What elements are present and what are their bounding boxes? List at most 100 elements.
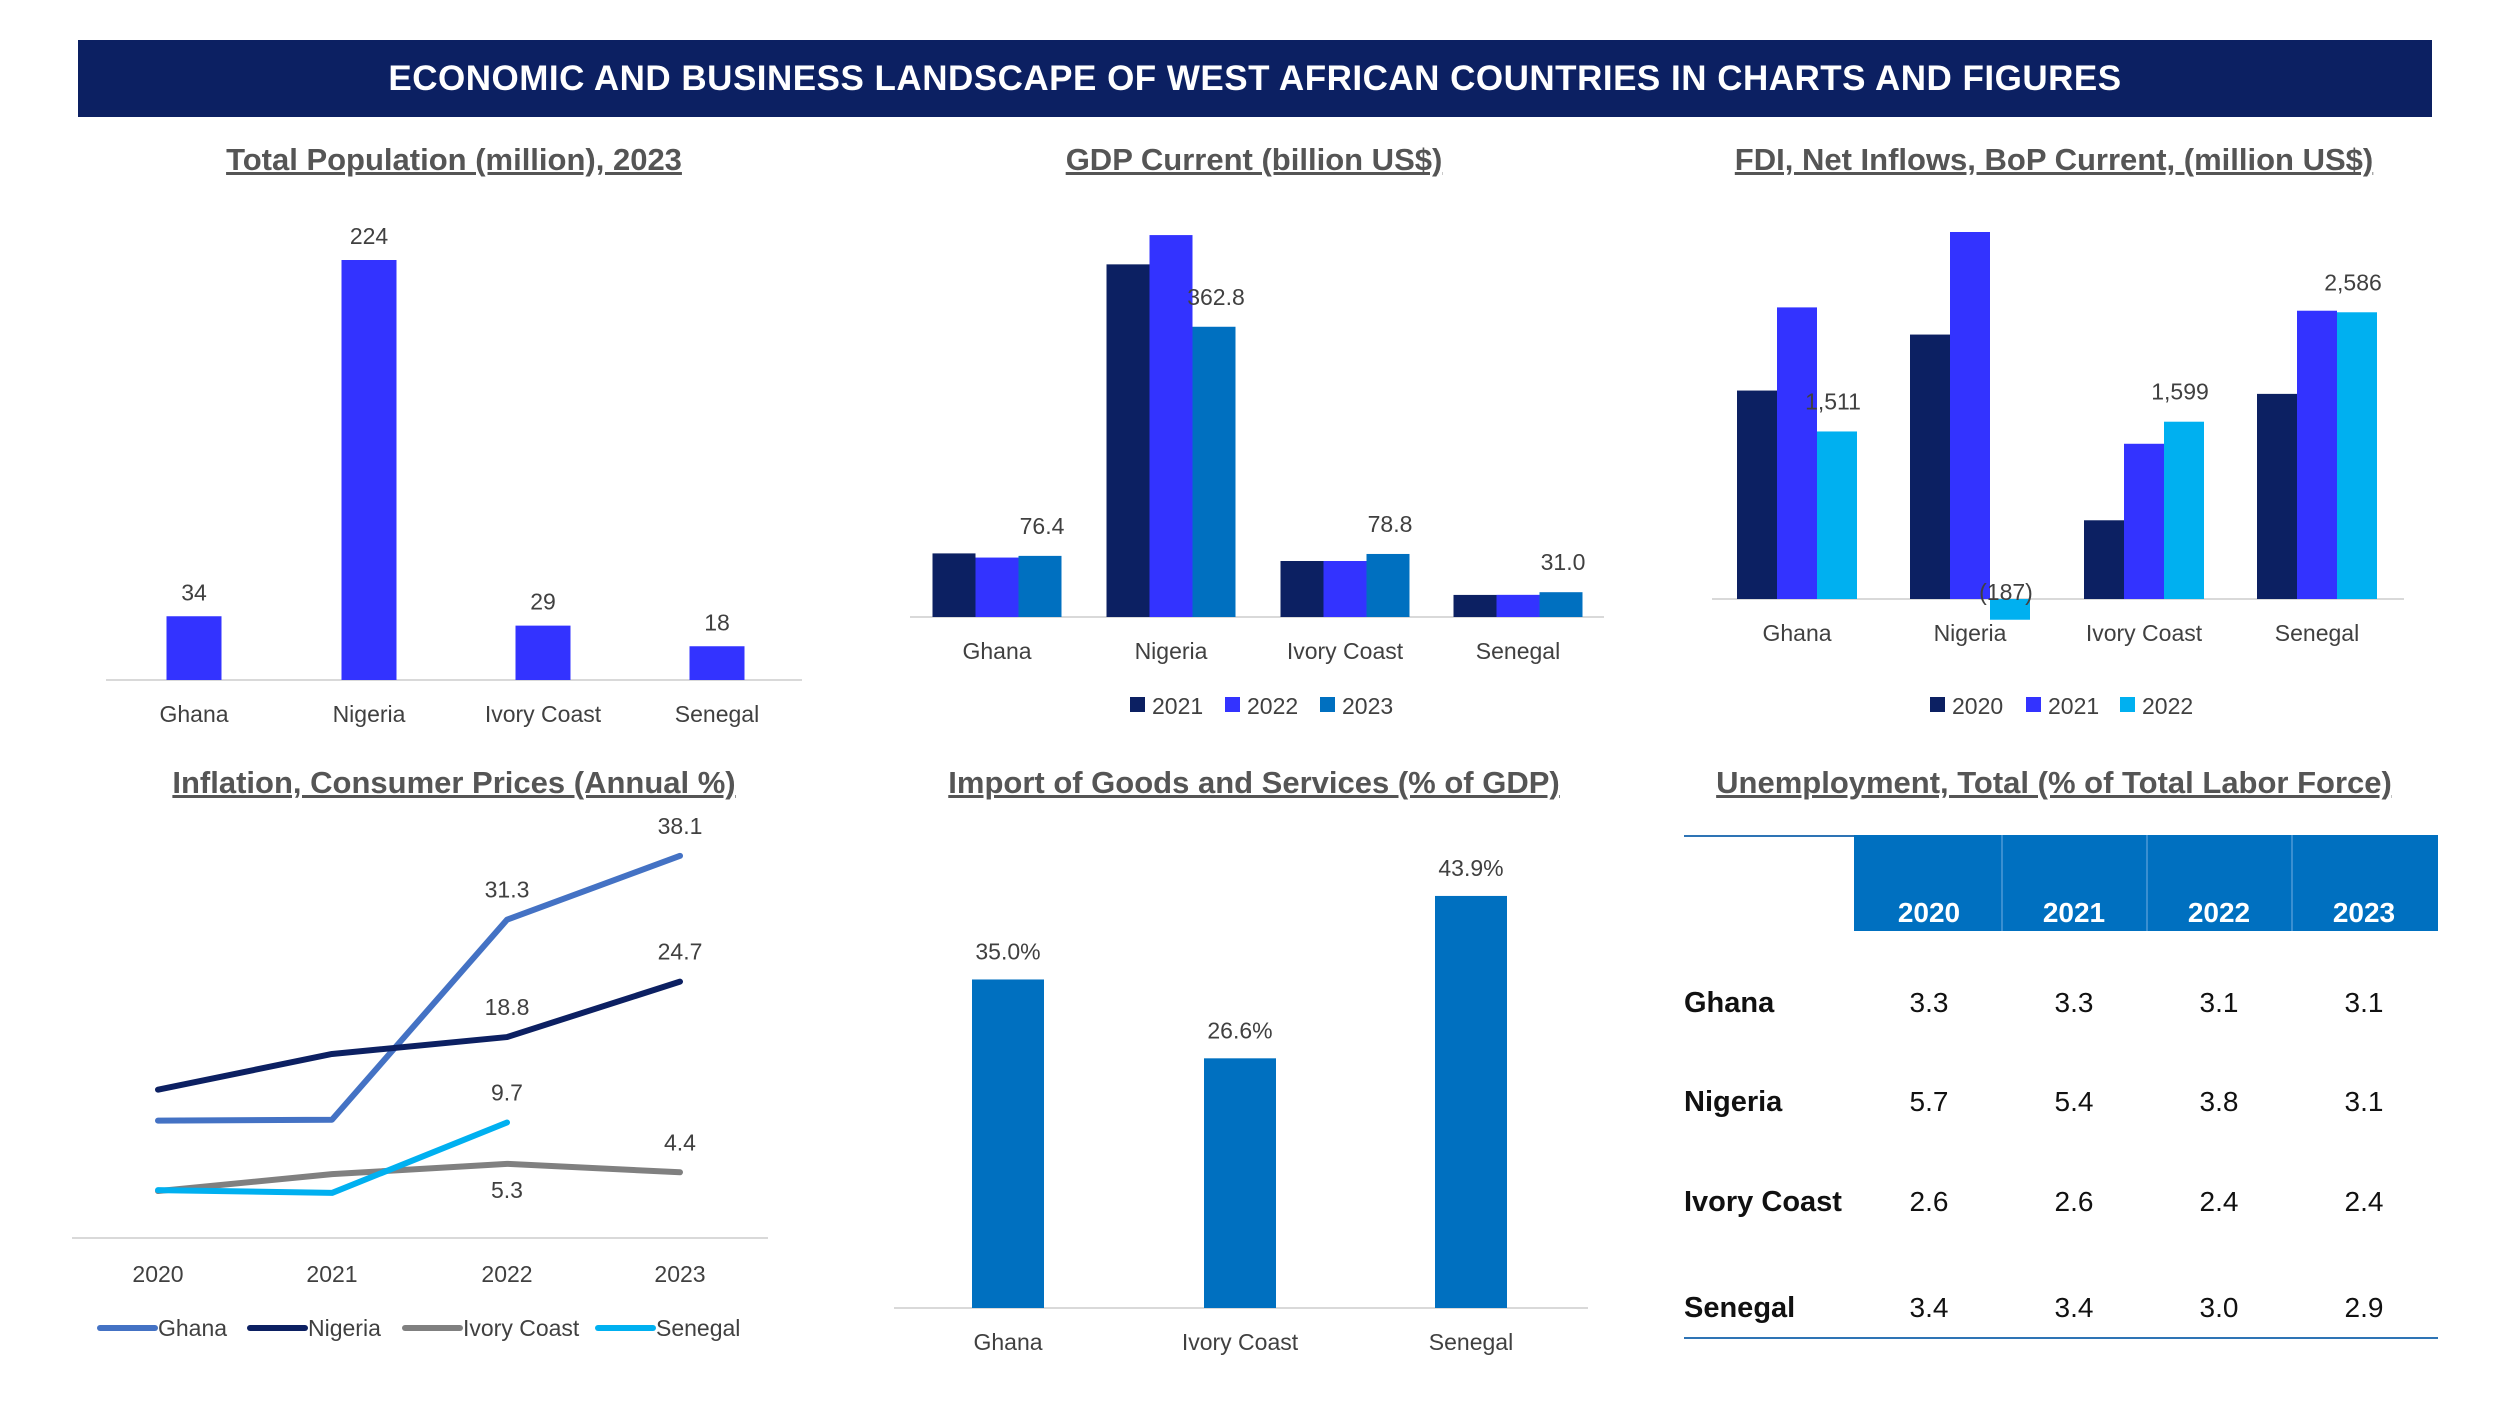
inflation-data-label: 4.4 <box>664 1129 696 1155</box>
fdi-bar-2020-ghana <box>1737 390 1777 599</box>
table-header-divider <box>2291 835 2293 931</box>
inflation-legend-label: Ivory Coast <box>463 1315 580 1341</box>
table-row-label: Nigeria <box>1684 1086 1783 1118</box>
inflation-line-ghana <box>155 852 683 1124</box>
fdi-bar-2020-ivory-coast <box>2084 520 2124 599</box>
gdp-legend-label: 2021 <box>1152 693 1203 719</box>
fdi-data-label: 1,599 <box>2151 379 2209 405</box>
gdp-legend-label: 2022 <box>1247 693 1298 719</box>
imports-data-label: 43.9% <box>1438 855 1503 881</box>
table-cell: 2.9 <box>2344 1292 2384 1323</box>
fdi-data-label: 1,511 <box>1805 388 1861 414</box>
population-data-label: 29 <box>530 589 556 615</box>
fdi-legend-label: 2021 <box>2048 693 2099 719</box>
imports-data-label: 26.6% <box>1207 1017 1272 1043</box>
gdp-category-label: Ivory Coast <box>1287 638 1404 664</box>
inflation-chart-title: Inflation, Consumer Prices (Annual %) <box>172 765 736 800</box>
fdi-bar-2021-ivory-coast <box>2124 443 2164 599</box>
fdi-bar-2022-ghana <box>1817 431 1857 599</box>
page-title: ECONOMIC AND BUSINESS LANDSCAPE OF WEST … <box>388 58 2122 98</box>
gdp-bar-2021-senegal <box>1453 594 1497 617</box>
population-bar-ivory-coast <box>515 625 571 680</box>
fdi-bar-2022-nigeria <box>1990 599 2030 620</box>
table-cell: 3.4 <box>1909 1292 1949 1323</box>
table-cell: 2.4 <box>2344 1186 2384 1217</box>
table-cell: 3.8 <box>2199 1086 2239 1117</box>
gdp-category-label: Nigeria <box>1135 638 1208 664</box>
table-cell: 5.4 <box>2054 1086 2094 1117</box>
gdp-bar-2022-ghana <box>975 557 1019 617</box>
population-bar-nigeria <box>341 260 397 680</box>
imports-bar-ghana <box>972 979 1044 1308</box>
inflation-data-label: 18.8 <box>485 994 530 1020</box>
imports-bar-ivory-coast <box>1204 1058 1276 1308</box>
table-header-divider <box>2001 835 2003 931</box>
population-bar-ghana <box>166 616 222 680</box>
fdi-category-label: Ivory Coast <box>2086 620 2203 646</box>
gdp-bar-2021-ghana <box>932 553 976 617</box>
table-row-label: Senegal <box>1684 1292 1796 1324</box>
table-col-header: 2020 <box>1897 897 1961 928</box>
fdi-legend-label: 2020 <box>1952 693 2003 719</box>
table-cell: 3.0 <box>2199 1292 2239 1323</box>
gdp-data-label: 76.4 <box>1020 513 1065 539</box>
gdp-bar-2023-senegal <box>1539 592 1583 617</box>
population-bar-senegal <box>689 646 745 680</box>
fdi-legend-swatch <box>2120 697 2135 712</box>
imports-category-label: Ghana <box>973 1329 1042 1355</box>
inflation-legend-label: Nigeria <box>308 1315 381 1341</box>
population-data-label: 224 <box>350 223 389 249</box>
gdp-data-label: 78.8 <box>1368 511 1413 537</box>
fdi-bar-2022-senegal <box>2337 312 2377 599</box>
inflation-x-tick: 2021 <box>306 1261 357 1287</box>
table-cell: 2.4 <box>2199 1186 2239 1217</box>
table-cell: 3.4 <box>2054 1292 2094 1323</box>
header-banner: ECONOMIC AND BUSINESS LANDSCAPE OF WEST … <box>78 40 2432 117</box>
gdp-bar-2023-nigeria <box>1192 326 1236 617</box>
population-category-label: Ivory Coast <box>485 701 602 727</box>
table-cell: 2.6 <box>2054 1186 2094 1217</box>
inflation-x-tick: 2022 <box>481 1261 532 1287</box>
fdi-legend-label: 2022 <box>2142 693 2193 719</box>
table-cell: 3.3 <box>1909 987 1949 1018</box>
inflation-line-ivory-coast <box>155 1160 683 1195</box>
fdi-bar-2021-ghana <box>1777 307 1817 599</box>
population-chart-title: Total Population (million), 2023 <box>226 142 682 177</box>
gdp-bar-2021-ivory-coast <box>1280 561 1324 617</box>
imports-category-label: Senegal <box>1429 1329 1513 1355</box>
table-cell: 3.1 <box>2344 987 2384 1018</box>
gdp-chart-title: GDP Current (billion US$) <box>1065 142 1443 177</box>
table-row-label: Ivory Coast <box>1684 1186 1842 1218</box>
fdi-data-label: 2,586 <box>2324 269 2382 295</box>
gdp-bar-2022-ivory-coast <box>1323 561 1367 617</box>
gdp-legend-label: 2023 <box>1342 693 1393 719</box>
fdi-bar-2021-nigeria <box>1950 232 1990 599</box>
table-col-header: 2021 <box>2042 897 2106 928</box>
fdi-category-label: Nigeria <box>1934 620 2007 646</box>
table-cell: 3.3 <box>2054 987 2094 1018</box>
imports-data-label: 35.0% <box>975 938 1040 964</box>
gdp-data-label: 362.8 <box>1187 284 1245 310</box>
inflation-x-tick: 2020 <box>132 1261 183 1287</box>
unemployment-table-title: Unemployment, Total (% of Total Labor Fo… <box>1716 765 2392 800</box>
gdp-legend-swatch <box>1130 697 1145 712</box>
gdp-bar-2022-nigeria <box>1149 235 1193 617</box>
fdi-bar-2022-ivory-coast <box>2164 421 2204 599</box>
gdp-category-label: Ghana <box>962 638 1031 664</box>
population-category-label: Ghana <box>159 701 228 727</box>
population-category-label: Nigeria <box>333 701 406 727</box>
gdp-category-label: Senegal <box>1476 638 1560 664</box>
table-cell: 5.7 <box>1909 1086 1949 1117</box>
imports-bar-senegal <box>1435 895 1507 1308</box>
inflation-data-label: 24.7 <box>658 939 703 965</box>
fdi-legend-swatch <box>1930 697 1945 712</box>
gdp-legend-swatch <box>1320 697 1335 712</box>
gdp-bar-2022-senegal <box>1496 594 1540 617</box>
table-cell: 3.1 <box>2199 987 2239 1018</box>
inflation-data-label: 31.3 <box>485 877 530 903</box>
table-cell: 2.6 <box>1909 1186 1949 1217</box>
table-bottom-rule <box>1684 1337 2438 1339</box>
gdp-data-label: 31.0 <box>1541 549 1586 575</box>
fdi-chart-title: FDI, Net Inflows, BoP Current, (million … <box>1734 142 2374 177</box>
